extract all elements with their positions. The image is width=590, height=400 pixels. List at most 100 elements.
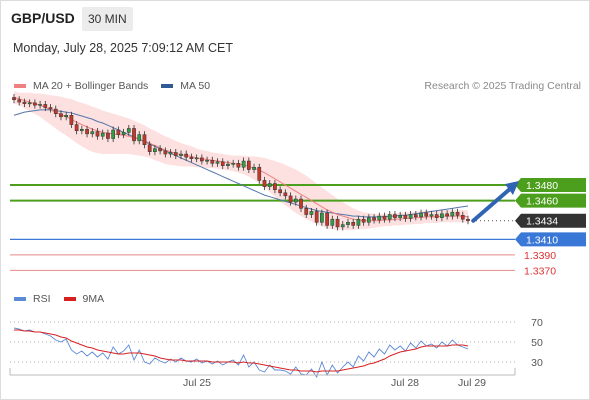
candle <box>111 126 115 143</box>
candle <box>74 121 79 135</box>
candle <box>434 211 439 222</box>
arrow-shaft <box>471 186 513 223</box>
candle-body <box>466 218 470 221</box>
price-chart: 1.3480 1.3460 1.3434 1.3410 1.3390 1.3370 <box>10 91 586 277</box>
candle <box>246 157 251 174</box>
candle <box>304 204 309 219</box>
candle-body <box>85 128 89 135</box>
candle-body <box>246 160 251 170</box>
candle <box>419 209 423 221</box>
candle-body <box>22 101 27 104</box>
legend-item-rsi: RSI <box>14 293 51 305</box>
time-tick-jul-28: Jul 28 <box>391 377 419 389</box>
time-tick-jul-29: Jul 29 <box>458 377 486 389</box>
candle-body <box>220 161 225 166</box>
candle <box>262 176 267 191</box>
candle <box>79 125 84 135</box>
candle <box>48 104 53 113</box>
candle <box>252 163 256 174</box>
symbol-title: GBP/USD <box>11 10 75 26</box>
candle <box>184 150 189 161</box>
candle-body <box>440 213 444 218</box>
candle-body <box>262 180 267 187</box>
level-label-1.3370: 1.3370 <box>524 265 556 277</box>
candle-body <box>132 128 136 142</box>
candle <box>158 145 162 155</box>
candle-body <box>179 153 183 156</box>
candle <box>330 215 335 229</box>
timeframe-button[interactable]: 30 MIN <box>82 7 133 31</box>
bollinger-band <box>14 91 468 231</box>
level-label-1.3480: 1.3480 <box>526 180 558 192</box>
candle-body <box>419 212 423 218</box>
candle <box>387 211 392 223</box>
candle-body <box>48 107 53 110</box>
candle <box>137 131 142 145</box>
candle-body <box>413 214 418 218</box>
candle <box>69 111 74 129</box>
candle-body <box>382 215 387 220</box>
candle <box>12 93 16 104</box>
candle <box>116 126 121 139</box>
candle <box>241 157 246 171</box>
rsi-tick-30: 30 <box>531 357 543 369</box>
ma20-label: MA 20 + Bollinger Bands <box>33 80 149 92</box>
candle-body <box>59 113 63 118</box>
candle <box>236 159 241 171</box>
legend-item-9ma: 9MA <box>63 293 105 305</box>
candle <box>153 145 157 156</box>
candle <box>205 156 209 165</box>
candle-body <box>194 157 199 160</box>
candle-body <box>408 214 413 219</box>
candle <box>408 211 413 222</box>
candle-body <box>64 115 69 118</box>
candle <box>95 128 100 140</box>
candle-body <box>121 132 126 135</box>
candle <box>273 180 277 194</box>
candle-body <box>325 212 329 226</box>
ma9-label: 9MA <box>82 293 105 305</box>
candle <box>320 209 324 226</box>
candle <box>168 149 173 158</box>
candle <box>132 124 136 145</box>
candle-body <box>455 211 460 216</box>
rsi-9ma-line <box>14 329 469 373</box>
level-label-1.3434: 1.3434 <box>526 216 558 228</box>
candle-body <box>100 132 105 137</box>
candle <box>59 110 63 121</box>
datetime-label: Monday, July 28, 2025 7:09:12 AM CET <box>13 41 234 55</box>
candle-body <box>184 153 189 158</box>
candles <box>12 93 470 231</box>
candle <box>460 211 465 223</box>
candle-body <box>241 160 246 168</box>
candle-body <box>424 212 429 217</box>
candle-body <box>38 104 42 106</box>
candle <box>173 149 178 160</box>
level-label-1.3410: 1.3410 <box>526 234 558 246</box>
candle-body <box>330 218 335 226</box>
candle-body <box>111 129 115 139</box>
candle <box>163 147 168 158</box>
level-tag-1.3480 <box>515 178 586 193</box>
candle-body <box>387 214 392 220</box>
candle <box>267 180 272 191</box>
candle <box>377 212 382 224</box>
rsi-chart: 70 50 30 <box>10 317 543 379</box>
candle-body <box>69 115 74 125</box>
candle <box>85 125 89 138</box>
candle-body <box>210 159 215 164</box>
candle-body <box>226 163 230 166</box>
candle-body <box>33 102 37 106</box>
candle <box>200 154 204 165</box>
candle-body <box>283 192 288 197</box>
rsi-tick-70: 70 <box>531 317 543 329</box>
candle <box>27 99 32 108</box>
candle-body <box>205 159 209 162</box>
candle-body <box>377 215 382 221</box>
candle-body <box>158 148 162 152</box>
candle-body <box>403 215 408 219</box>
candle <box>283 189 288 200</box>
candle <box>340 221 345 231</box>
top-bar: GBP/USD 30 MIN <box>0 0 590 38</box>
